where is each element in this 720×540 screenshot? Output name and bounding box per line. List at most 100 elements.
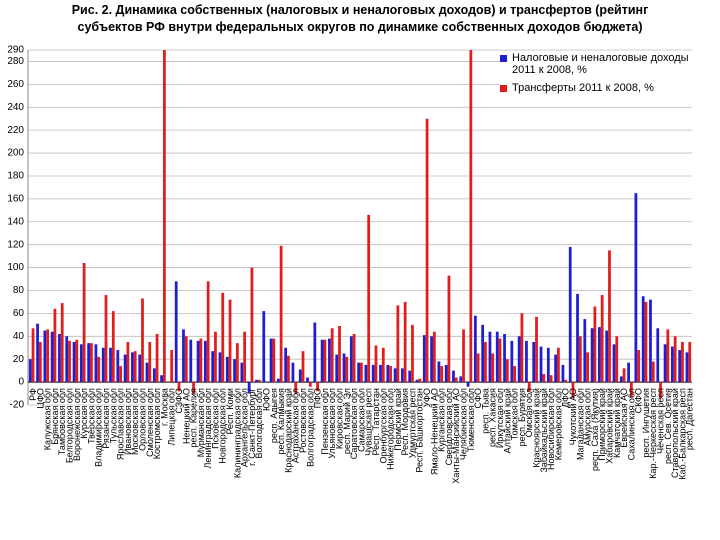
bar — [510, 340, 514, 383]
x-tick-label: Тамбовская обл — [57, 388, 67, 455]
bar — [50, 331, 54, 383]
bar — [28, 359, 32, 383]
bar — [298, 369, 302, 383]
x-tick-label: Астраханская обл — [291, 388, 301, 463]
x-tick-label: Ленинградская обл — [203, 388, 213, 468]
bar — [206, 281, 210, 383]
x-tick-label: г. Москва — [159, 388, 169, 426]
bar — [338, 325, 341, 383]
bar — [495, 331, 499, 383]
bar — [109, 347, 112, 383]
x-tick-label: Владимирская обл — [94, 388, 104, 467]
bar — [666, 329, 670, 383]
x-tick-label: Рязанская обл — [101, 388, 111, 449]
bar — [65, 336, 69, 383]
bar — [430, 336, 433, 383]
bar — [316, 382, 319, 392]
x-tick-label: респ. Адыгея — [269, 388, 279, 443]
bar — [75, 339, 79, 383]
bar — [291, 362, 295, 383]
bar — [111, 311, 115, 383]
x-tick-label: Ярославская обл — [116, 388, 126, 460]
bar — [517, 336, 521, 383]
bar — [90, 343, 93, 383]
bar — [328, 338, 331, 383]
x-tick-label: Кар.-Черкесская респ — [648, 388, 658, 479]
bar — [367, 214, 371, 383]
bar — [72, 342, 76, 383]
x-tick-label: СЗФО — [174, 388, 184, 414]
bar — [678, 350, 682, 383]
bar — [600, 295, 604, 383]
y-tick-label: 200 — [7, 148, 24, 159]
x-tick-label: Вологодская обл — [254, 388, 264, 458]
bar — [269, 338, 273, 383]
bar — [670, 346, 674, 383]
bar — [583, 319, 587, 383]
bar — [571, 382, 575, 399]
x-tick-label: Хабаровский край — [604, 388, 614, 464]
bar — [673, 336, 677, 383]
bar — [459, 376, 463, 383]
legend-item: Налоговые и неналоговые доходы 2011 к 20… — [500, 52, 710, 76]
x-tick-label: Ростовская обл — [298, 388, 308, 453]
bar — [301, 351, 305, 383]
bar — [440, 366, 444, 383]
x-tick-label: Белгородская обл — [65, 388, 75, 463]
bar — [403, 301, 407, 383]
x-tick-label: Воронежская обл — [72, 388, 82, 461]
bar — [542, 374, 546, 383]
x-tick-label: Приморский край — [597, 388, 607, 461]
bar — [481, 324, 485, 383]
bar — [401, 368, 404, 383]
bar — [488, 331, 492, 383]
x-tick-label: респ. Хакасия — [488, 388, 498, 447]
bar — [418, 378, 422, 383]
x-tick-label: Ханты-Мансийский АО — [451, 388, 461, 484]
x-tick-label: Респ. Мордовия — [400, 388, 410, 455]
bar — [145, 362, 149, 383]
x-tick-label: Алтайский край — [502, 388, 512, 453]
bar — [218, 352, 222, 383]
x-tick-label: Калининградская обл — [232, 388, 242, 478]
bar — [622, 368, 626, 383]
bar — [211, 351, 215, 383]
x-tick-label: Костромская обл — [152, 388, 162, 459]
bar — [262, 311, 266, 383]
bar — [240, 362, 244, 383]
x-tick-label: Респ. Коми — [225, 388, 235, 434]
bar — [323, 339, 327, 383]
y-tick-label: 180 — [7, 171, 24, 182]
chart-title: Рис. 2. Динамика собственных (налоговых … — [71, 3, 649, 34]
x-tick-label: респ. Саха (Якутия) — [590, 388, 600, 471]
x-tick-label: респ. Карелия — [189, 388, 199, 448]
bar — [123, 354, 127, 383]
bar — [549, 375, 553, 383]
x-tick-label: Новгородская обл — [218, 388, 228, 463]
y-tick-label: 240 — [7, 102, 24, 113]
y-tick-label: 40 — [13, 331, 25, 342]
bar — [619, 376, 623, 383]
x-tick-label: Камчатский край — [612, 388, 622, 458]
legend-item: Трансферты 2011 к 2008, % — [500, 82, 710, 94]
x-tick-label: ЮФО — [262, 388, 272, 411]
bar — [97, 356, 101, 383]
x-tick-label: Тюменская обл — [466, 388, 476, 452]
bar — [637, 350, 641, 383]
x-tick-label: Ненецкий АО — [181, 388, 191, 444]
bar — [104, 295, 108, 383]
bar — [126, 342, 130, 383]
bar — [576, 293, 579, 383]
x-tick-label: Новосибирская обл — [546, 388, 556, 470]
x-tick-label: ПФО — [313, 388, 323, 408]
bar — [484, 342, 487, 383]
bar — [352, 334, 356, 383]
bar — [411, 324, 414, 383]
bar — [189, 339, 193, 383]
bar — [170, 350, 174, 383]
bar — [233, 359, 236, 383]
legend-swatch — [500, 55, 507, 62]
y-tick-label: 260 — [7, 79, 24, 90]
bar — [320, 339, 324, 383]
